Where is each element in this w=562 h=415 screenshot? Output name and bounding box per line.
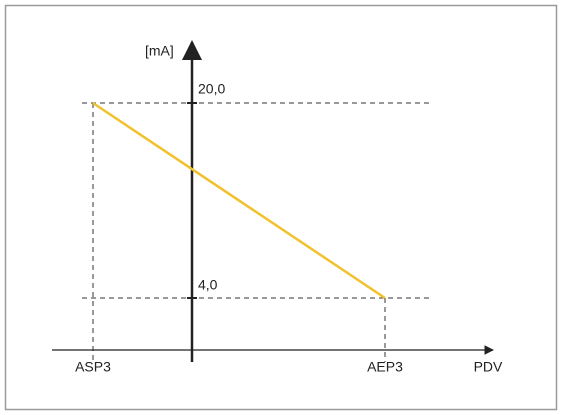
lower-level-label: 4,0 — [198, 277, 218, 293]
end-point-label: AEP3 — [367, 359, 403, 375]
upper-level-label: 20,0 — [198, 81, 225, 97]
x-axis-label: PDV — [474, 359, 503, 375]
start-point-label: ASP3 — [75, 359, 111, 375]
output-curve — [92, 101, 386, 300]
frame — [4, 4, 558, 411]
y-axis-label: [mA] — [145, 43, 174, 59]
guide-lines — [82, 102, 430, 362]
